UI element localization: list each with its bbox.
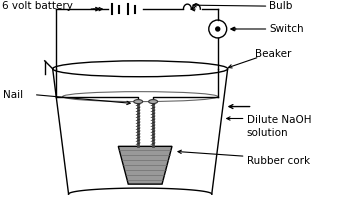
Text: 6 volt battery: 6 volt battery bbox=[2, 1, 73, 11]
Text: Bulb: Bulb bbox=[269, 1, 293, 11]
Text: Rubber cork: Rubber cork bbox=[247, 156, 310, 166]
Text: Beaker: Beaker bbox=[254, 49, 291, 59]
Polygon shape bbox=[118, 146, 172, 184]
Ellipse shape bbox=[134, 99, 143, 104]
Circle shape bbox=[216, 27, 220, 31]
Text: Nail: Nail bbox=[3, 90, 23, 100]
Ellipse shape bbox=[149, 99, 158, 104]
Text: Switch: Switch bbox=[269, 24, 304, 34]
Text: Dilute NaOH
solution: Dilute NaOH solution bbox=[247, 115, 311, 138]
